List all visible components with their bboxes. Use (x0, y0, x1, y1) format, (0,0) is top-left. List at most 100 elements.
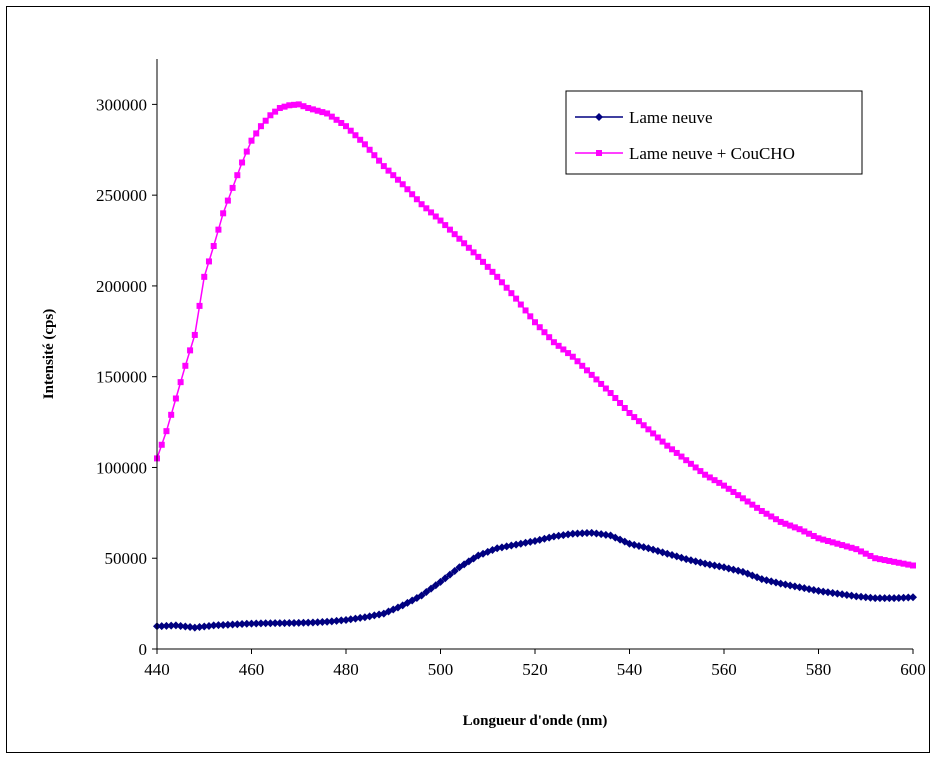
data-point (498, 279, 505, 286)
data-point (683, 457, 690, 464)
data-point (300, 103, 307, 110)
data-point (569, 353, 576, 360)
data-point (233, 620, 242, 629)
data-point (196, 302, 203, 309)
data-point (247, 619, 256, 628)
data-point (550, 339, 557, 346)
data-point (243, 148, 250, 155)
y-tick-label: 100000 (96, 458, 147, 477)
data-point (574, 358, 581, 365)
data-point (201, 273, 208, 280)
series-lame-neuve-couCHO (154, 101, 916, 569)
data-point (744, 498, 751, 505)
data-point (687, 460, 694, 467)
data-point (697, 468, 704, 475)
data-point (909, 593, 917, 602)
data-point (276, 105, 283, 112)
data-point (324, 110, 331, 117)
data-point (517, 301, 524, 308)
data-point (371, 152, 378, 159)
data-point (875, 594, 884, 603)
y-tick-label: 300000 (96, 95, 147, 114)
data-point (177, 379, 184, 386)
data-point (327, 617, 336, 626)
data-point (640, 422, 647, 429)
data-point (834, 540, 841, 547)
data-point (305, 105, 312, 112)
data-point (295, 101, 302, 108)
data-point (814, 586, 823, 595)
data-point (536, 324, 543, 331)
legend: Lame neuve Lame neuve + CouCHO (565, 90, 863, 175)
data-point (843, 543, 850, 550)
data-point (559, 531, 568, 540)
data-point (601, 530, 610, 539)
data-point (314, 107, 321, 114)
data-point (441, 574, 450, 583)
data-point (181, 622, 190, 631)
data-point (617, 400, 624, 407)
data-point (423, 205, 430, 212)
ticks: 440 460 480 500 520 540 560 580 600 0 50000 100000 1… (96, 95, 926, 679)
data-point (431, 581, 440, 590)
data-point (445, 570, 454, 579)
data-point (332, 616, 341, 625)
data-point (508, 290, 515, 297)
x-tick-label: 480 (333, 660, 359, 679)
data-point (796, 526, 803, 533)
data-point (220, 210, 227, 217)
data-point (847, 591, 856, 600)
x-tick-label: 600 (900, 660, 926, 679)
data-point (281, 103, 288, 110)
data-point (852, 592, 861, 601)
data-point (597, 530, 606, 539)
data-point (427, 584, 436, 593)
data-point (862, 550, 869, 557)
data-point (857, 592, 866, 601)
data-point (352, 132, 359, 139)
data-point (442, 222, 449, 229)
data-point (182, 362, 189, 369)
data-point (308, 618, 317, 627)
data-point (848, 544, 855, 551)
data-point (582, 529, 591, 538)
data-point (579, 362, 586, 369)
data-point (404, 186, 411, 193)
data-point (380, 163, 387, 170)
data-point (291, 101, 298, 108)
data-point (730, 488, 737, 495)
y-axis-title: Intensité (cps) (41, 309, 57, 399)
data-point (319, 109, 326, 116)
data-point (894, 593, 903, 602)
data-point (209, 621, 218, 630)
data-point (313, 618, 322, 627)
data-point (899, 593, 908, 602)
data-point (394, 176, 401, 183)
data-point (645, 426, 652, 433)
data-point (583, 367, 590, 374)
data-point (399, 181, 406, 188)
data-point (337, 616, 346, 625)
data-point (602, 385, 609, 392)
legend-marker-lame-neuve (595, 113, 603, 121)
data-point (228, 620, 237, 629)
data-point (366, 146, 373, 153)
data-point (587, 528, 596, 537)
data-point (465, 244, 472, 251)
data-point (669, 446, 676, 453)
data-point (872, 555, 879, 562)
data-point (242, 619, 251, 628)
data-point (706, 474, 713, 481)
data-point (828, 588, 837, 597)
data-point (204, 621, 213, 630)
data-point (702, 471, 709, 478)
data-point (157, 622, 166, 631)
data-point (815, 535, 822, 542)
data-point (692, 464, 699, 471)
data-point (721, 482, 727, 489)
data-point (376, 157, 383, 164)
data-point (436, 577, 445, 586)
data-point (871, 594, 880, 603)
x-tick-label: 560 (711, 660, 737, 679)
data-point (578, 529, 587, 538)
